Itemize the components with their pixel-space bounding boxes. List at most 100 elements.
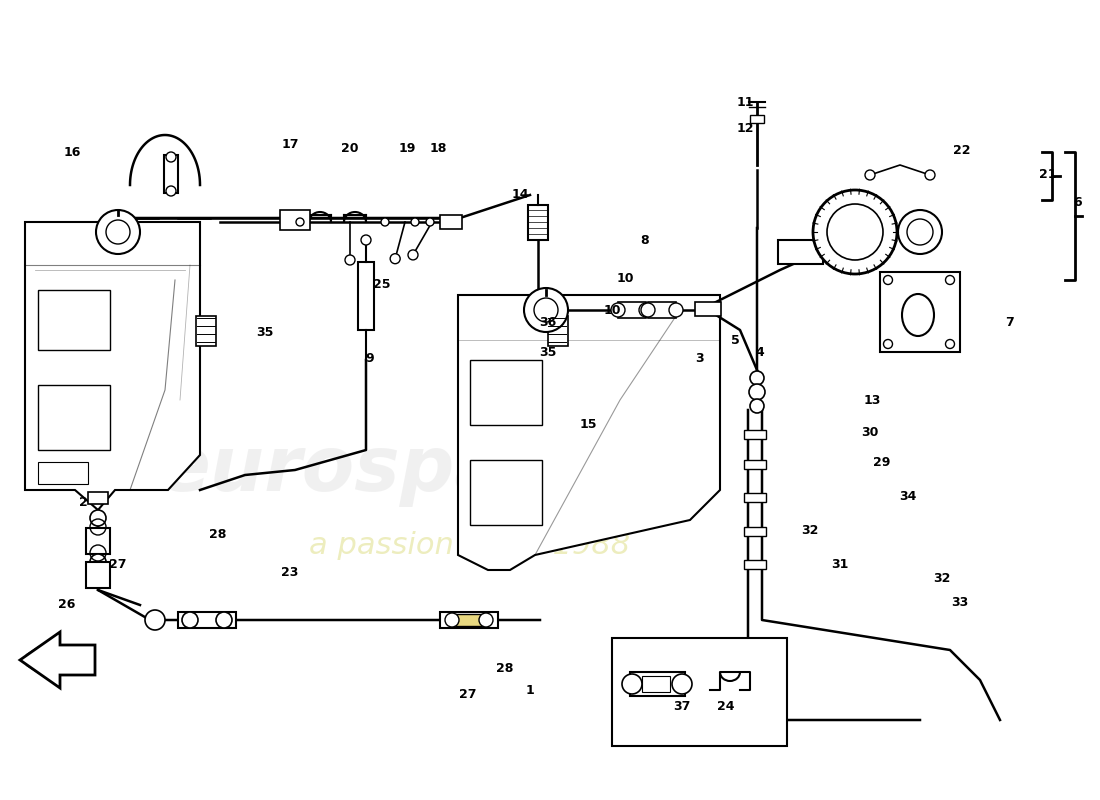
Circle shape [641,303,654,317]
Circle shape [883,339,892,349]
Circle shape [390,254,400,264]
Text: 18: 18 [429,142,447,154]
Circle shape [96,210,140,254]
Text: 28: 28 [209,529,227,542]
Bar [86,528,110,554]
Bar [470,460,542,525]
Text: 31: 31 [832,558,849,571]
Text: 27: 27 [460,689,476,702]
Text: 26: 26 [58,598,76,611]
Bar [695,302,721,316]
Circle shape [610,303,625,317]
Bar [744,460,766,469]
Circle shape [898,210,942,254]
Text: 12: 12 [736,122,754,134]
Bar [178,612,236,628]
Bar [440,215,462,229]
Bar [744,493,766,502]
Text: 25: 25 [373,278,390,291]
Bar [455,614,483,626]
Circle shape [426,218,434,226]
Circle shape [446,613,459,627]
Text: 13: 13 [864,394,881,406]
Circle shape [411,218,419,226]
Circle shape [750,371,764,385]
Circle shape [296,218,304,226]
Text: 36: 36 [539,315,557,329]
Circle shape [182,612,198,628]
Circle shape [345,255,355,265]
Bar [548,316,568,346]
Text: 3: 3 [695,351,704,365]
Circle shape [621,674,642,694]
Text: 23: 23 [282,566,299,578]
Circle shape [166,186,176,196]
Text: 4: 4 [756,346,764,358]
Polygon shape [28,640,92,680]
Text: 20: 20 [341,142,359,154]
Bar [528,205,548,240]
Circle shape [883,275,892,285]
Circle shape [216,612,232,628]
Bar [744,560,766,569]
Circle shape [381,218,389,226]
Bar [744,430,766,439]
Text: 37: 37 [673,701,691,714]
Text: 34: 34 [900,490,916,503]
Bar [612,638,786,746]
Polygon shape [458,295,720,570]
Text: 35: 35 [539,346,557,358]
Circle shape [669,303,683,317]
Text: 22: 22 [954,143,970,157]
Bar [358,262,374,330]
Text: 19: 19 [398,142,416,154]
Text: 16: 16 [64,146,80,158]
Circle shape [813,190,896,274]
Circle shape [946,275,955,285]
Text: 27: 27 [109,558,126,571]
Bar [39,462,88,484]
Circle shape [639,303,653,317]
Bar [164,155,178,193]
Text: 32: 32 [801,523,818,537]
Text: 10: 10 [616,271,634,285]
Text: 6: 6 [1074,195,1082,209]
Text: a passion since 1988: a passion since 1988 [309,530,630,559]
Text: 5: 5 [730,334,739,346]
Circle shape [90,554,106,570]
Circle shape [361,235,371,245]
Text: 14: 14 [512,189,529,202]
Text: 24: 24 [717,701,735,714]
Circle shape [145,610,165,630]
Bar [280,210,310,230]
Text: 28: 28 [496,662,514,674]
Text: 33: 33 [952,595,969,609]
Text: 9: 9 [365,351,374,365]
Text: 1: 1 [526,683,535,697]
Bar [470,360,542,425]
Circle shape [749,384,764,400]
Bar [750,115,764,123]
Text: 30: 30 [861,426,879,439]
Text: 7: 7 [1005,315,1014,329]
Circle shape [946,339,955,349]
Bar [778,240,823,264]
Text: 35: 35 [256,326,274,338]
Bar [744,527,766,536]
Text: 10: 10 [603,303,620,317]
Bar [88,492,108,504]
Text: 15: 15 [580,418,596,431]
Bar [196,316,216,346]
Text: 8: 8 [640,234,649,246]
Bar [618,302,646,318]
Circle shape [925,170,935,180]
Circle shape [166,152,176,162]
Polygon shape [25,222,200,510]
Bar [880,272,960,352]
Circle shape [478,613,493,627]
Bar [440,612,498,628]
Bar [39,385,110,450]
Text: 17: 17 [282,138,299,151]
Circle shape [524,288,568,332]
Circle shape [408,250,418,260]
